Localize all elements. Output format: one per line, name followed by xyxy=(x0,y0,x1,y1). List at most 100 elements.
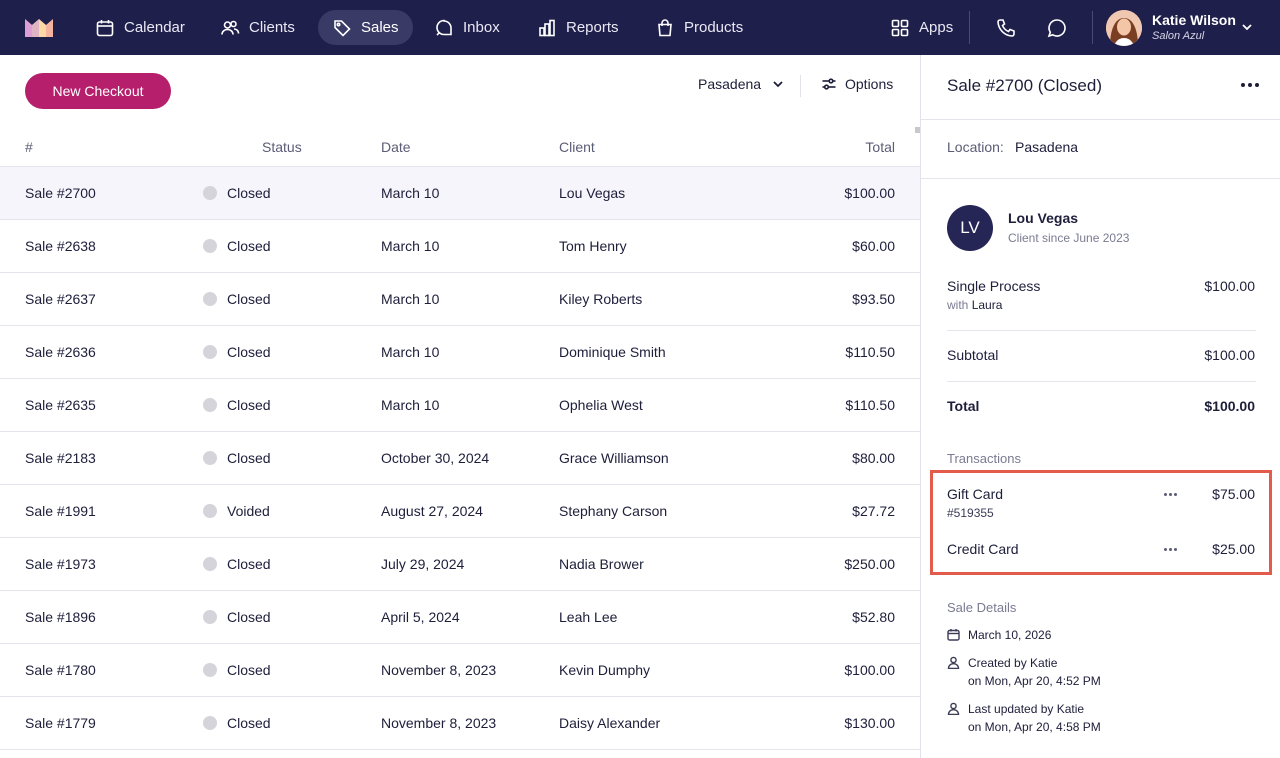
nav-products[interactable]: Products xyxy=(641,10,757,45)
sale-detail-panel: Sale #2700 (Closed) Location: Pasadena L… xyxy=(920,55,1280,758)
sale-number: Sale #1779 xyxy=(25,715,96,731)
sale-status: Closed xyxy=(227,556,271,572)
divider xyxy=(921,119,1280,120)
total-value: $100.00 xyxy=(1204,398,1255,414)
sale-detail-title: Sale #2700 (Closed) xyxy=(947,76,1102,95)
sale-number: Sale #2637 xyxy=(25,291,96,307)
sale-date: March 10 xyxy=(381,238,440,254)
sale-date: March 10 xyxy=(381,397,440,413)
calendar-icon xyxy=(947,628,960,641)
user-name: Katie Wilson xyxy=(1152,12,1236,28)
sale-date: July 29, 2024 xyxy=(381,556,465,572)
status-dot-icon xyxy=(203,451,217,465)
nav-inbox-label: Inbox xyxy=(463,19,500,36)
column-header-number[interactable]: # xyxy=(25,139,33,155)
sale-number: Sale #2635 xyxy=(25,397,96,413)
sale-date: November 8, 2023 xyxy=(381,662,497,678)
nav-calendar-label: Calendar xyxy=(124,19,185,36)
status-dot-icon xyxy=(203,186,217,200)
table-row[interactable]: Sale #1779 Closed November 8, 2023 Daisy… xyxy=(0,697,920,750)
nav-calendar[interactable]: Calendar xyxy=(81,10,199,45)
nav-inbox[interactable]: Inbox xyxy=(420,10,514,45)
table-row[interactable]: Sale #2183 Closed October 30, 2024 Grace… xyxy=(0,432,920,485)
sale-date: April 5, 2024 xyxy=(381,609,460,625)
sale-date: March 10 xyxy=(381,291,440,307)
options-button[interactable]: Options xyxy=(821,76,893,92)
location-value: Pasadena xyxy=(1015,139,1079,155)
tag-icon xyxy=(334,19,351,37)
transaction-name: Gift Card xyxy=(947,486,1004,502)
divider xyxy=(921,178,1280,179)
transaction-more-icon[interactable] xyxy=(1164,493,1177,496)
phone-icon[interactable] xyxy=(995,17,1017,39)
column-header-client[interactable]: Client xyxy=(559,139,595,155)
sale-status: Closed xyxy=(227,450,271,466)
sale-total: $60.00 xyxy=(852,238,895,254)
sale-date: October 30, 2024 xyxy=(381,450,490,466)
line-item-price: $100.00 xyxy=(1204,278,1255,294)
table-row[interactable]: Sale #2638 Closed March 10 Tom Henry $60… xyxy=(0,220,920,273)
divider xyxy=(947,330,1256,331)
client-avatar[interactable]: LV xyxy=(947,205,993,251)
line-item-name: Single Process xyxy=(947,278,1041,294)
chevron-down-icon[interactable] xyxy=(1240,20,1254,34)
nav-products-label: Products xyxy=(684,19,744,36)
sale-number: Sale #1896 xyxy=(25,609,96,625)
transaction-more-icon[interactable] xyxy=(1164,548,1177,551)
chevron-down-icon xyxy=(773,81,783,88)
sale-total: $130.00 xyxy=(844,715,895,731)
sale-number: Sale #1780 xyxy=(25,662,96,678)
nav-clients-label: Clients xyxy=(249,19,295,36)
sale-client: Lou Vegas xyxy=(559,185,626,201)
nav-sales[interactable]: Sales xyxy=(318,10,413,45)
brand-logo[interactable] xyxy=(25,17,53,37)
nav-apps[interactable]: Apps xyxy=(876,10,967,45)
sale-total: $110.50 xyxy=(845,344,895,360)
status-dot-icon xyxy=(203,239,217,253)
status-dot-icon xyxy=(203,663,217,677)
sale-status: Closed xyxy=(227,238,271,254)
sale-status: Closed xyxy=(227,662,271,678)
user-salon: Salon Azul xyxy=(1152,30,1205,42)
sale-date: August 27, 2024 xyxy=(381,503,483,519)
nav-apps-label: Apps xyxy=(919,19,954,36)
sale-client: Leah Lee xyxy=(559,609,618,625)
table-row[interactable]: Sale #2636 Closed March 10 Dominique Smi… xyxy=(0,326,920,379)
sale-status: Closed xyxy=(227,344,271,360)
sale-client: Kevin Dumphy xyxy=(559,662,651,678)
table-row[interactable]: Sale #1780 Closed November 8, 2023 Kevin… xyxy=(0,644,920,697)
table-row[interactable]: Sale #2700 Closed March 10 Lou Vegas $10… xyxy=(0,167,920,220)
sale-total: $110.50 xyxy=(845,397,895,413)
sale-client: Stephany Carson xyxy=(559,503,668,519)
sale-number: Sale #2183 xyxy=(25,450,96,466)
table-row[interactable]: Sale #1991 Voided August 27, 2024 Stepha… xyxy=(0,485,920,538)
nav-reports-label: Reports xyxy=(566,19,619,36)
column-header-date[interactable]: Date xyxy=(381,139,411,155)
column-header-status[interactable]: Status xyxy=(262,139,302,155)
table-row[interactable]: Sale #2635 Closed March 10 Ophelia West … xyxy=(0,379,920,432)
scrollbar-thumb[interactable] xyxy=(915,127,920,133)
nav-divider xyxy=(1092,11,1093,44)
location-select[interactable]: Pasadena xyxy=(698,76,785,92)
nav-reports[interactable]: Reports xyxy=(523,10,633,45)
transaction-reference: #519355 xyxy=(947,506,994,520)
total-label: Total xyxy=(947,398,980,414)
sale-status: Closed xyxy=(227,715,271,731)
client-name[interactable]: Lou Vegas xyxy=(1008,210,1079,226)
new-checkout-button[interactable]: New Checkout xyxy=(25,73,171,109)
client-since: Client since June 2023 xyxy=(1008,231,1130,245)
user-avatar[interactable] xyxy=(1106,10,1142,46)
table-row[interactable]: Sale #2637 Closed March 10 Kiley Roberts… xyxy=(0,273,920,326)
transactions-highlight xyxy=(930,470,1272,575)
table-row[interactable]: Sale #1896 Closed April 5, 2024 Leah Lee… xyxy=(0,591,920,644)
table-row[interactable]: Sale #1973 Closed July 29, 2024 Nadia Br… xyxy=(0,538,920,591)
more-options-icon[interactable] xyxy=(1241,83,1259,87)
created-on: on Mon, Apr 20, 4:52 PM xyxy=(968,674,1101,688)
message-icon[interactable] xyxy=(1046,17,1068,39)
nav-clients[interactable]: Clients xyxy=(206,10,309,45)
sale-number: Sale #1973 xyxy=(25,556,96,572)
column-header-total[interactable]: Total xyxy=(865,139,895,155)
person-icon xyxy=(947,702,960,716)
sale-total: $100.00 xyxy=(844,662,895,678)
users-icon xyxy=(221,20,240,35)
